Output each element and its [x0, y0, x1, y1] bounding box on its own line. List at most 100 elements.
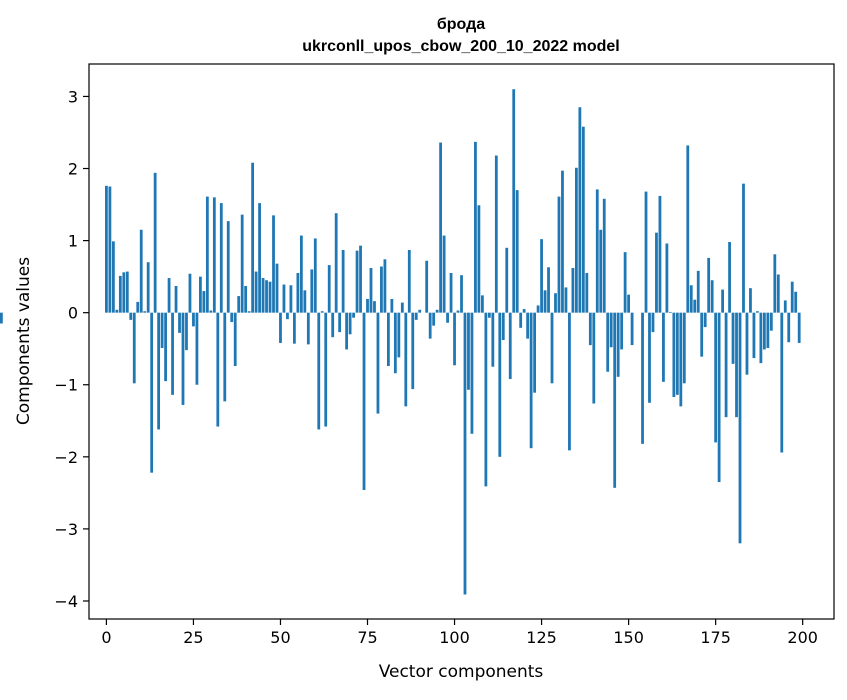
- bar: [401, 303, 404, 313]
- bar: [620, 313, 623, 350]
- bar: [307, 313, 310, 345]
- bar: [655, 233, 658, 313]
- bar: [380, 267, 383, 313]
- bar: [262, 278, 265, 313]
- bar: [446, 313, 449, 323]
- bar: [317, 313, 320, 430]
- x-tick-label: 200: [787, 628, 818, 647]
- bar: [481, 295, 484, 312]
- bar: [798, 313, 801, 343]
- bar: [119, 276, 122, 313]
- bar: [697, 271, 700, 313]
- bar: [251, 163, 254, 313]
- bar: [756, 311, 759, 312]
- bar: [791, 282, 794, 313]
- bar: [575, 168, 578, 313]
- y-tick-label: −4: [54, 592, 78, 611]
- bar: [749, 288, 752, 313]
- bar: [746, 313, 749, 375]
- bar: [613, 313, 616, 488]
- bar: [693, 300, 696, 313]
- y-axis-label: Components values: [14, 257, 34, 425]
- bar: [220, 203, 223, 313]
- bar: [554, 293, 557, 312]
- chart-subtitle: ukrconll_upos_cbow_200_10_2022 model: [302, 38, 619, 55]
- bar: [314, 238, 317, 312]
- bar: [561, 171, 564, 313]
- bar: [474, 142, 477, 313]
- bar: [415, 313, 418, 320]
- bar: [457, 311, 460, 313]
- bar: [185, 313, 188, 350]
- bar: [700, 313, 703, 357]
- bar: [742, 184, 745, 313]
- bar: [760, 313, 763, 363]
- bar: [237, 296, 240, 313]
- bar: [234, 313, 237, 366]
- bar: [439, 143, 442, 313]
- bar: [683, 313, 686, 384]
- bar: [794, 292, 797, 313]
- bar: [565, 287, 568, 312]
- bar: [666, 243, 669, 312]
- bar: [331, 313, 334, 338]
- bar: [707, 258, 710, 313]
- bar: [516, 190, 519, 313]
- bar: [784, 300, 787, 312]
- bar: [460, 275, 463, 312]
- bar: [157, 313, 160, 430]
- bar: [411, 313, 414, 389]
- bar: [209, 311, 212, 313]
- bar: [283, 285, 286, 313]
- bar: [227, 221, 230, 313]
- bar: [495, 156, 498, 313]
- bar: [192, 313, 195, 327]
- bar: [345, 313, 348, 350]
- bar: [404, 313, 407, 407]
- bar: [505, 248, 508, 313]
- bar: [335, 213, 338, 312]
- x-axis-label: Vector components: [379, 662, 544, 682]
- bar: [363, 313, 366, 490]
- bar: [436, 310, 439, 313]
- bar: [112, 241, 115, 312]
- bar: [366, 299, 369, 313]
- bar: [686, 145, 689, 312]
- bar: [136, 302, 139, 313]
- bar: [631, 313, 634, 345]
- bar: [585, 273, 588, 313]
- bar: [589, 313, 592, 345]
- bar: [303, 290, 306, 312]
- bar: [617, 313, 620, 377]
- bar: [544, 290, 547, 312]
- bar: [509, 313, 512, 379]
- bar: [704, 313, 707, 327]
- bar: [568, 313, 571, 451]
- bar: [0, 313, 3, 324]
- bar: [196, 313, 199, 385]
- bar: [453, 313, 456, 366]
- bar: [310, 269, 313, 312]
- bar: [735, 313, 738, 418]
- bar: [429, 313, 432, 339]
- bar: [582, 127, 585, 313]
- y-tick-label: 0: [68, 304, 78, 323]
- bar: [182, 313, 185, 405]
- bar: [645, 192, 648, 313]
- bar: [478, 205, 481, 312]
- x-tick-label: 100: [439, 628, 470, 647]
- bar: [164, 313, 167, 381]
- bar: [213, 197, 216, 312]
- bar: [161, 313, 164, 348]
- bar: [603, 199, 606, 313]
- bar: [627, 295, 630, 313]
- bar: [773, 254, 776, 312]
- bar: [443, 236, 446, 313]
- x-tick-label: 0: [101, 628, 111, 647]
- chart-title: брода: [437, 16, 485, 33]
- bar: [154, 173, 157, 313]
- bar: [115, 310, 118, 313]
- bar: [450, 273, 453, 313]
- bar: [763, 313, 766, 350]
- bar: [537, 305, 540, 312]
